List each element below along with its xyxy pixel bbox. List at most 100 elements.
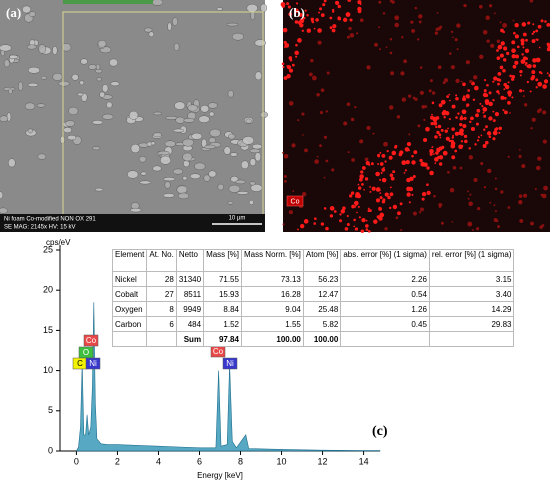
grain xyxy=(159,155,172,165)
element-label: C xyxy=(77,359,83,368)
signal-dot xyxy=(317,28,322,33)
signal-dot xyxy=(425,126,430,132)
table-cell: 71.55 xyxy=(203,271,242,287)
signal-dot xyxy=(546,47,550,52)
table-cell: 56.23 xyxy=(302,271,342,287)
grain xyxy=(27,82,39,88)
signal-dot xyxy=(378,0,382,4)
signal-dot xyxy=(485,102,488,105)
signal-dot xyxy=(435,125,438,129)
signal-dot xyxy=(462,82,466,87)
signal-dot xyxy=(521,163,526,169)
table-cell: 9.04 xyxy=(240,301,304,317)
signal-dot xyxy=(403,59,408,64)
signal-dot xyxy=(421,191,427,197)
signal-dot xyxy=(502,30,506,34)
signal-dot xyxy=(394,22,400,28)
signal-dot xyxy=(351,204,355,209)
signal-dot xyxy=(546,22,550,27)
signal-dot xyxy=(406,192,411,197)
signal-dot xyxy=(479,4,483,9)
grain xyxy=(227,200,234,205)
signal-dot xyxy=(475,227,480,231)
signal-dot xyxy=(469,120,472,124)
signal-dot xyxy=(493,12,496,15)
x-tick-label: 12 xyxy=(318,456,328,466)
grain xyxy=(250,183,263,192)
signal-dot xyxy=(412,96,416,100)
signal-dot xyxy=(294,51,298,55)
signal-dot xyxy=(518,194,523,198)
signal-dot xyxy=(366,125,371,131)
signal-dot xyxy=(459,122,463,127)
signal-dot xyxy=(301,191,307,197)
signal-dot xyxy=(435,27,439,31)
signal-dot xyxy=(436,130,440,135)
signal-dot xyxy=(365,228,369,231)
signal-dot xyxy=(461,109,467,115)
signal-dot xyxy=(354,200,359,206)
signal-dot xyxy=(397,211,401,216)
signal-dot xyxy=(340,209,346,214)
signal-dot xyxy=(296,228,299,231)
signal-dot xyxy=(448,139,452,143)
grain xyxy=(109,58,119,67)
signal-dot xyxy=(412,211,417,216)
signal-dot xyxy=(477,136,480,139)
signal-dot xyxy=(537,24,542,29)
signal-dot xyxy=(492,119,496,123)
signal-dot xyxy=(485,140,489,145)
signal-dot xyxy=(522,95,525,98)
grain xyxy=(172,17,179,26)
signal-dot xyxy=(535,165,541,171)
signal-dot xyxy=(343,17,348,22)
signal-dot xyxy=(294,20,299,24)
signal-dot xyxy=(520,41,525,46)
signal-dot xyxy=(389,51,393,55)
x-tick-label: 0 xyxy=(74,456,79,466)
signal-dot xyxy=(419,66,423,69)
signal-dot xyxy=(283,179,287,183)
grain xyxy=(216,7,223,11)
signal-dot xyxy=(520,59,526,64)
signal-dot xyxy=(504,84,510,90)
signal-dot xyxy=(542,110,547,115)
grain xyxy=(0,207,8,214)
signal-dot xyxy=(469,79,473,84)
grain xyxy=(52,72,63,81)
signal-dot xyxy=(438,162,443,166)
signal-dot xyxy=(382,198,386,202)
signal-dot xyxy=(449,52,452,55)
signal-dot xyxy=(508,111,512,114)
signal-dot xyxy=(463,116,467,120)
grain xyxy=(162,193,175,198)
signal-dot xyxy=(431,146,434,149)
grain xyxy=(245,118,252,124)
signal-dot xyxy=(452,36,454,39)
signal-dot xyxy=(389,0,393,3)
signal-dot xyxy=(394,15,400,21)
signal-dot xyxy=(535,29,539,33)
table-cell: 1.26 xyxy=(340,301,430,317)
signal-dot xyxy=(361,166,366,170)
signal-dot xyxy=(436,11,439,14)
signal-dot xyxy=(486,83,489,87)
signal-dot xyxy=(507,155,510,158)
signal-dot xyxy=(374,42,378,47)
signal-dot xyxy=(511,54,516,59)
signal-dot xyxy=(375,198,381,203)
signal-dot xyxy=(502,68,506,73)
signal-dot xyxy=(496,90,500,94)
signal-dot xyxy=(507,81,510,84)
signal-dot xyxy=(310,58,314,63)
y-tick-label: 10 xyxy=(43,365,53,375)
grain xyxy=(144,27,153,33)
signal-dot xyxy=(483,114,487,118)
signal-dot xyxy=(497,225,501,229)
signal-dot xyxy=(379,151,382,154)
panel-label: (a) xyxy=(6,5,21,20)
grain xyxy=(36,103,46,108)
signal-dot xyxy=(492,137,496,141)
signal-dot xyxy=(401,97,407,102)
signal-dot xyxy=(311,18,314,21)
